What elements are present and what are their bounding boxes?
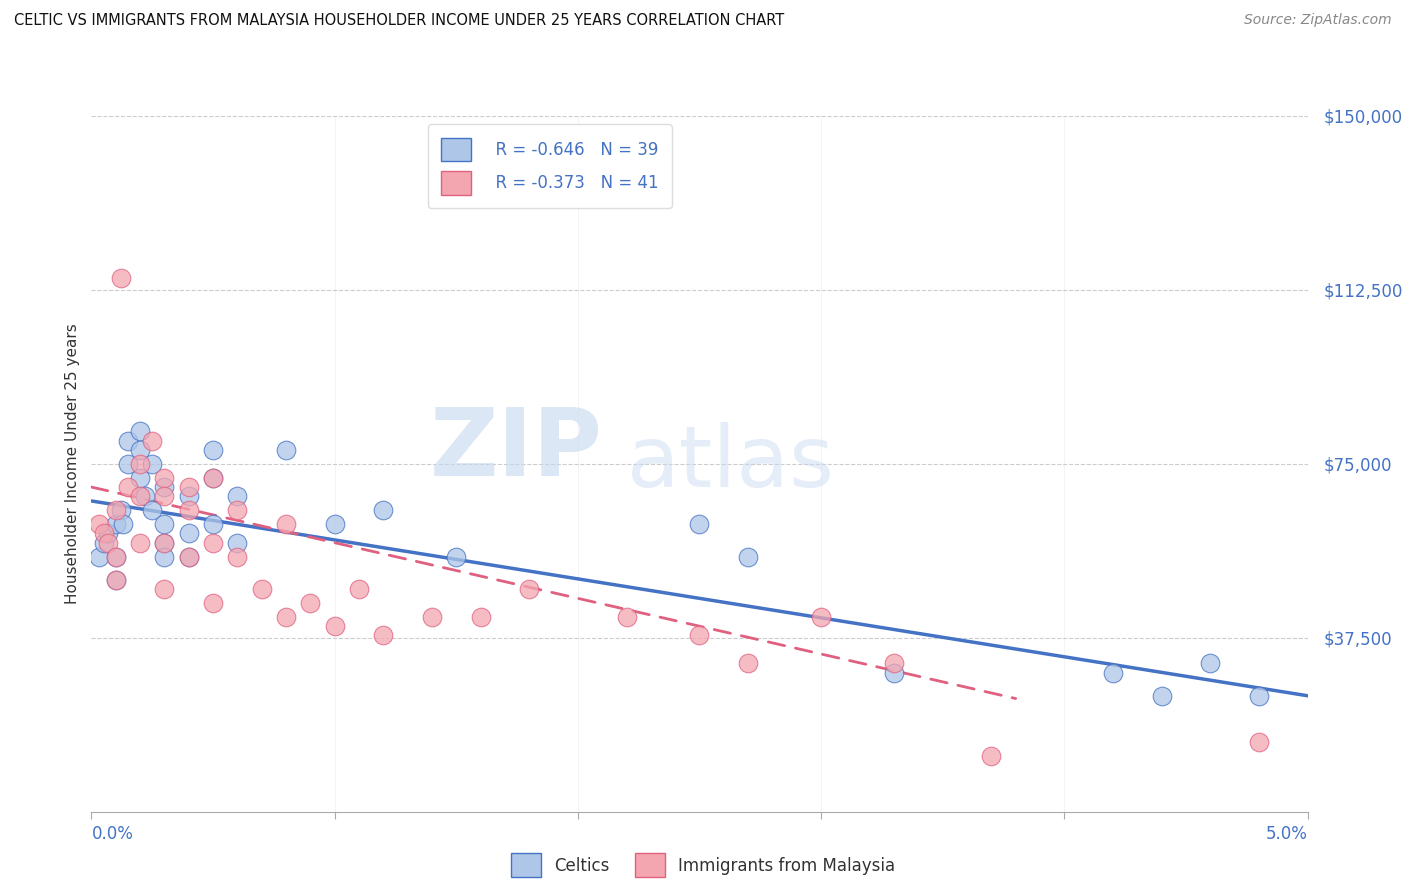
Point: [323, 619, 346, 633]
Point: [274, 517, 297, 532]
Point: [129, 535, 152, 549]
Point: [104, 517, 127, 532]
Point: [1199, 657, 1222, 671]
Point: [226, 489, 249, 503]
Point: [93, 535, 115, 549]
Point: [87, 549, 110, 564]
Point: [274, 442, 297, 457]
Point: [1247, 735, 1270, 749]
Point: [153, 517, 176, 532]
Point: [470, 610, 492, 624]
Point: [104, 549, 127, 564]
Point: [129, 457, 152, 471]
Point: [141, 434, 163, 448]
Point: [129, 425, 152, 439]
Point: [737, 549, 759, 564]
Point: [104, 503, 127, 517]
Point: [1102, 665, 1125, 680]
Point: [153, 535, 176, 549]
Text: CELTIC VS IMMIGRANTS FROM MALAYSIA HOUSEHOLDER INCOME UNDER 25 YEARS CORRELATION: CELTIC VS IMMIGRANTS FROM MALAYSIA HOUSE…: [14, 13, 785, 29]
Point: [299, 596, 322, 610]
Point: [153, 489, 176, 503]
Point: [226, 549, 249, 564]
Point: [129, 471, 152, 485]
Point: [110, 271, 132, 285]
Point: [177, 489, 200, 503]
Point: [202, 442, 225, 457]
Point: [104, 573, 127, 587]
Point: [117, 457, 139, 471]
Point: [226, 503, 249, 517]
Point: [420, 610, 443, 624]
Point: [153, 582, 176, 596]
Point: [177, 526, 200, 541]
Point: [737, 657, 759, 671]
Text: Source: ZipAtlas.com: Source: ZipAtlas.com: [1244, 13, 1392, 28]
Legend: Celtics, Immigrants from Malaysia: Celtics, Immigrants from Malaysia: [505, 847, 901, 884]
Text: atlas: atlas: [627, 422, 835, 506]
Point: [373, 503, 395, 517]
Point: [1247, 689, 1270, 703]
Point: [250, 582, 273, 596]
Point: [117, 480, 139, 494]
Point: [688, 628, 710, 642]
Point: [177, 503, 200, 517]
Legend:   R = -0.646   N = 39,   R = -0.373   N = 41: R = -0.646 N = 39, R = -0.373 N = 41: [427, 124, 672, 208]
Point: [104, 549, 127, 564]
Point: [134, 489, 156, 503]
Point: [323, 517, 346, 532]
Point: [202, 596, 225, 610]
Point: [883, 657, 905, 671]
Point: [810, 610, 832, 624]
Point: [111, 517, 134, 532]
Point: [688, 517, 710, 532]
Point: [444, 549, 467, 564]
Point: [153, 535, 176, 549]
Point: [141, 457, 163, 471]
Point: [202, 535, 225, 549]
Point: [202, 471, 225, 485]
Point: [202, 517, 225, 532]
Point: [104, 573, 127, 587]
Point: [141, 503, 163, 517]
Text: ZIP: ZIP: [429, 404, 602, 496]
Point: [177, 549, 200, 564]
Point: [129, 489, 152, 503]
Point: [1150, 689, 1173, 703]
Point: [97, 526, 120, 541]
Y-axis label: Householder Income Under 25 years: Householder Income Under 25 years: [65, 324, 80, 604]
Point: [517, 582, 540, 596]
Point: [153, 471, 176, 485]
Point: [980, 749, 1002, 764]
Point: [347, 582, 370, 596]
Point: [226, 535, 249, 549]
Point: [373, 628, 395, 642]
Text: 0.0%: 0.0%: [91, 825, 134, 843]
Point: [93, 526, 115, 541]
Point: [202, 471, 225, 485]
Point: [616, 610, 638, 624]
Point: [177, 480, 200, 494]
Point: [177, 549, 200, 564]
Point: [883, 665, 905, 680]
Point: [153, 549, 176, 564]
Point: [274, 610, 297, 624]
Point: [129, 442, 152, 457]
Point: [117, 434, 139, 448]
Text: 5.0%: 5.0%: [1265, 825, 1308, 843]
Point: [87, 517, 110, 532]
Point: [110, 503, 132, 517]
Point: [97, 535, 120, 549]
Point: [153, 480, 176, 494]
